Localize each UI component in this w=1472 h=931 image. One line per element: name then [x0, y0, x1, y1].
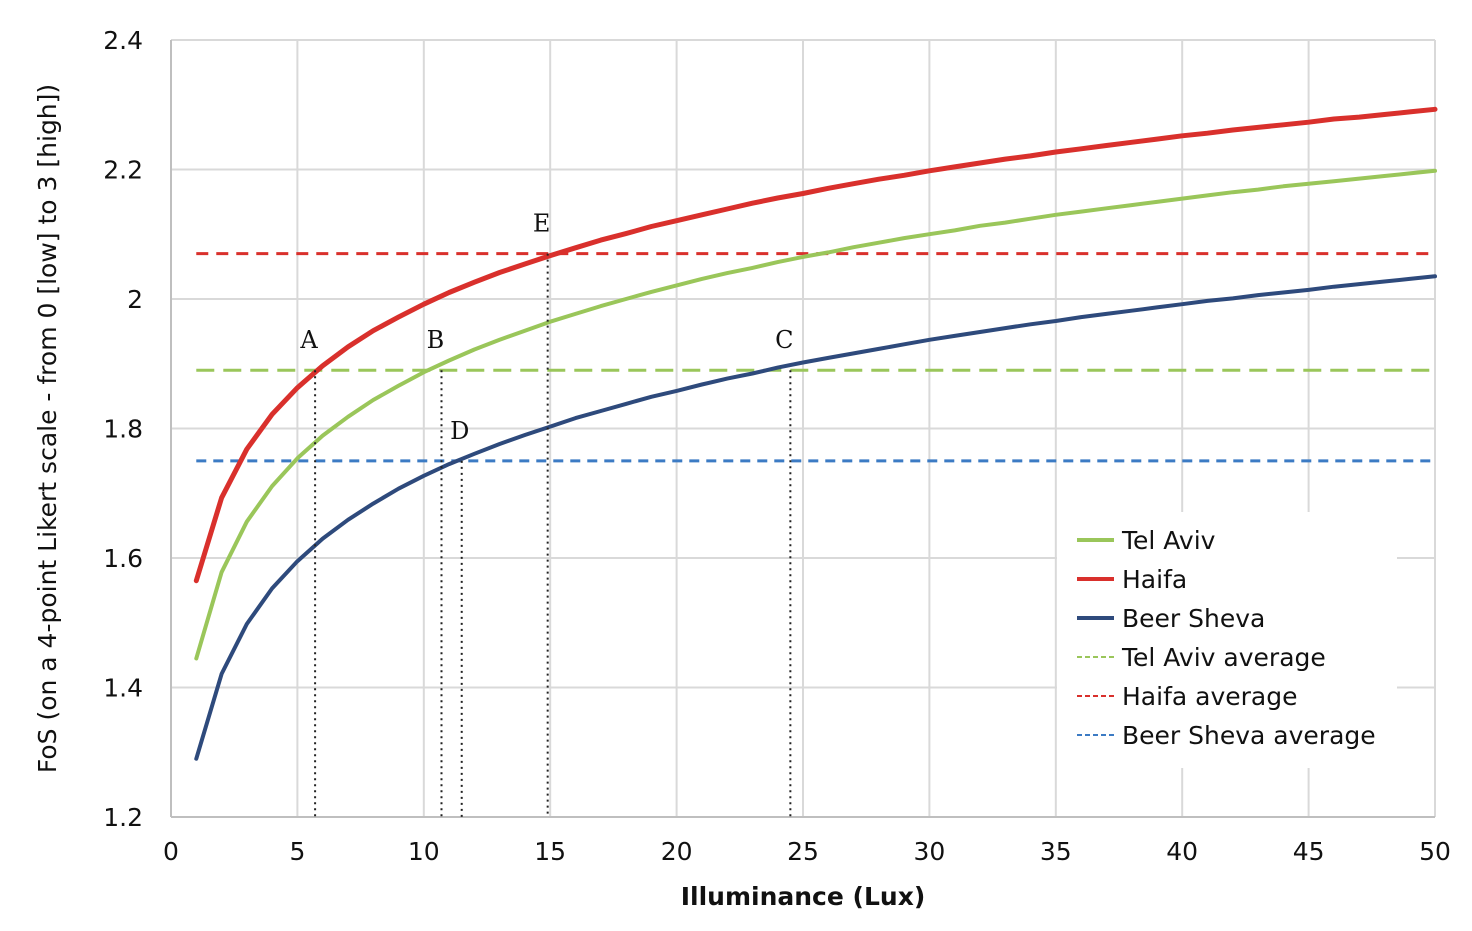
legend-label: Tel Aviv — [1121, 526, 1216, 555]
x-tick-label: 5 — [289, 837, 305, 866]
legend-label: Haifa average — [1122, 682, 1297, 711]
average-lines — [196, 252, 1435, 463]
y-tick-label: 1.4 — [103, 674, 143, 703]
y-axis-title: FoS (on a 4-point Likert scale - from 0 … — [33, 84, 62, 773]
series-lines — [193, 106, 1438, 761]
y-tick-label: 2.2 — [103, 156, 143, 185]
legend-label: Tel Aviv average — [1121, 643, 1326, 672]
y-tick-label: 1.2 — [103, 803, 143, 832]
point-label-e: E — [533, 210, 551, 238]
point-label-b: B — [427, 326, 445, 354]
x-tick-label: 0 — [163, 837, 179, 866]
legend-box — [1057, 512, 1397, 768]
series-line-haifa — [193, 106, 1438, 584]
series-line-beer-sheva — [194, 274, 1437, 761]
point-label-c: C — [775, 326, 793, 354]
x-tick-label: 10 — [408, 837, 440, 866]
series-line-tel-aviv — [194, 168, 1437, 661]
y-tick-label: 2 — [127, 285, 143, 314]
x-tick-label: 25 — [787, 837, 819, 866]
x-tick-label: 50 — [1419, 837, 1451, 866]
x-tick-label: 45 — [1293, 837, 1325, 866]
annotations: A B C D E — [299, 210, 794, 817]
y-tick-label: 1.6 — [103, 544, 143, 573]
x-tick-label: 35 — [1040, 837, 1072, 866]
y-tick-label: 1.8 — [103, 415, 143, 444]
x-tick-label: 40 — [1166, 837, 1198, 866]
x-tick-label: 30 — [913, 837, 945, 866]
x-tick-label: 20 — [661, 837, 693, 866]
legend-label: Haifa — [1122, 565, 1187, 594]
legend: Tel Aviv Haifa Beer Sheva Tel Aviv average H… — [1057, 512, 1397, 768]
point-label-d: D — [450, 417, 469, 445]
axes: 0 5 10 15 20 25 30 35 40 45 50 1.2 1.4 1.6 1.8 2 2.2 2.4 — [103, 26, 1451, 866]
x-axis-title: Illuminance (Lux) — [681, 882, 926, 911]
point-label-a: A — [299, 326, 318, 354]
legend-label: Beer Sheva average — [1122, 721, 1376, 750]
x-tick-label: 15 — [534, 837, 566, 866]
legend-label: Beer Sheva — [1122, 604, 1265, 633]
y-tick-label: 2.4 — [103, 26, 143, 55]
